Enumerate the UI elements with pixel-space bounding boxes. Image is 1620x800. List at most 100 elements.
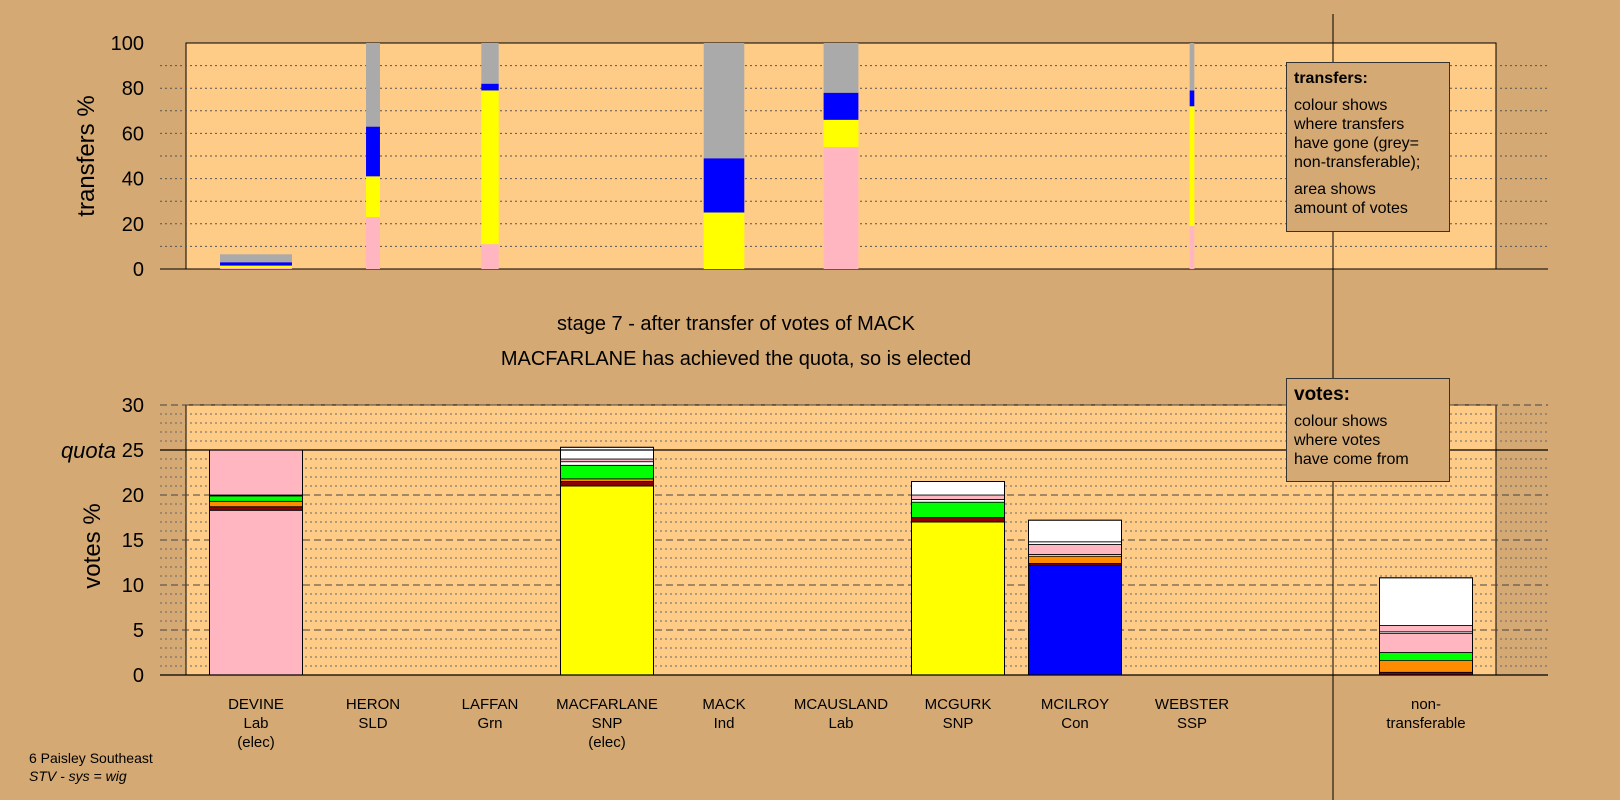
candidate-party-label: Lab [243, 715, 268, 732]
vote-segment-macfarlane [560, 478, 654, 482]
transfers-y-tick-label: 60 [122, 123, 144, 145]
candidate-party-label: Lab [828, 715, 853, 732]
candidate-name-label: MACK [702, 696, 745, 713]
vote-segment-non [1379, 652, 1473, 662]
transfer-segment-laffan [481, 244, 499, 269]
transfer-segment-heron [366, 217, 380, 269]
vote-segment-devine [209, 500, 303, 508]
transfer-segment-devine [220, 267, 292, 269]
vote-segment-mcilroy [1028, 541, 1122, 545]
votes-chart: 0 5 10 15 20 25 30 quota votes % DEVINE Lab (elec) H… [61, 395, 1548, 751]
vote-segment-mcgurk [911, 501, 1005, 518]
transfers-legend-text-1: colour shows where transfers have gone (… [1294, 97, 1421, 171]
votes-y-tick-label: 25 [122, 440, 144, 462]
transfers-legend-text-2: area shows amount of votes [1294, 181, 1408, 217]
candidate-name-label: MCGURK [925, 696, 992, 713]
transfer-segment-devine [220, 265, 292, 268]
candidate-name-label: non- [1411, 696, 1441, 713]
transfer-segment-mack [703, 212, 745, 269]
vote-segment-mcgurk [911, 481, 1005, 496]
vote-segment-mcgurk [911, 494, 1005, 500]
votes-legend-text: colour shows where votes have come from [1294, 413, 1409, 468]
votes-y-tick-label: 20 [122, 485, 144, 507]
candidate-party-label: Ind [714, 715, 735, 732]
vote-segment-devine [209, 506, 303, 511]
transfer-segment-webster [1189, 90, 1195, 107]
votes-y-tick-label: 10 [122, 575, 144, 597]
transfer-segment-laffan [481, 90, 499, 245]
vote-segment-macfarlane [560, 485, 654, 676]
candidate-party-label: SNP [943, 715, 974, 732]
vote-segment-mcilroy [1028, 544, 1122, 555]
vote-segment-devine [209, 509, 303, 676]
candidate-name-label: WEBSTER [1155, 696, 1229, 713]
transfers-chart: 0 20 40 60 80 100 transfers % [73, 33, 1548, 281]
transfer-segment-webster [1189, 43, 1195, 91]
transfer-segment-laffan [481, 43, 499, 84]
transfer-segment-webster [1189, 106, 1195, 227]
transfers-legend-title: transfers: [1294, 70, 1368, 87]
transfers-y-tick-label: 100 [111, 33, 144, 55]
candidate-party-label: SSP [1177, 715, 1207, 732]
vote-segment-non [1379, 660, 1473, 673]
vote-segment-non [1379, 625, 1473, 633]
candidate-party-label: Con [1061, 715, 1089, 732]
vote-segment-non [1379, 633, 1473, 653]
transfers-y-axis-label: transfers % [73, 95, 100, 216]
transfer-segment-mcausland [823, 119, 859, 147]
vote-segment-devine [209, 449, 303, 496]
vote-segment-non [1379, 577, 1473, 626]
transfer-segment-mcausland [823, 146, 859, 269]
votes-legend-title: votes: [1294, 384, 1350, 405]
candidate-party-label: transferable [1386, 715, 1465, 732]
vote-segment-macfarlane [560, 446, 654, 460]
votes-y-tick-label: 5 [133, 620, 144, 642]
candidate-party-label: SNP [592, 715, 623, 732]
vote-segment-devine [209, 495, 303, 502]
candidate-name-label: LAFFAN [462, 696, 519, 713]
transfers-y-tick-label: 0 [133, 259, 144, 281]
transfer-segment-heron [366, 43, 380, 127]
transfers-y-tick-label: 40 [122, 169, 144, 191]
transfers-y-tick-label: 20 [122, 214, 144, 236]
candidate-name-label: MCAUSLAND [794, 696, 888, 713]
candidate-status-label: (elec) [588, 734, 626, 751]
transfer-segment-heron [366, 126, 380, 177]
candidate-party-label: SLD [358, 715, 387, 732]
votes-y-tick-label: 0 [133, 665, 144, 687]
transfer-segment-mcausland [823, 43, 859, 93]
transfer-segment-mack [703, 158, 745, 213]
chart-subtitle: MACFARLANE has achieved the quota, so is… [501, 348, 971, 370]
chart-title: stage 7 - after transfer of votes of MAC… [557, 313, 916, 335]
vote-segment-mcilroy [1028, 555, 1122, 564]
candidate-name-label: HERON [346, 696, 400, 713]
vote-segment-mcilroy [1028, 564, 1122, 676]
votes-y-tick-label: 30 [122, 395, 144, 417]
vote-segment-macfarlane [560, 481, 654, 487]
transfer-segment-heron [366, 176, 380, 218]
transfer-segment-devine [220, 262, 292, 266]
votes-y-axis-label: votes % [79, 503, 106, 588]
candidate-name-label: MCILROY [1041, 696, 1109, 713]
vote-segment-macfarlane [560, 464, 654, 480]
transfer-segment-mack [703, 43, 745, 159]
constituency-label: 6 Paisley Southeast [29, 750, 153, 766]
transfer-segment-mcausland [823, 92, 859, 120]
system-label: STV - sys = wig [29, 768, 127, 784]
candidate-name-label: DEVINE [228, 696, 284, 713]
transfer-segment-devine [220, 254, 292, 263]
candidate-status-label: (elec) [237, 734, 275, 751]
vote-segment-mcgurk [911, 517, 1005, 523]
transfer-segment-laffan [481, 83, 499, 91]
vote-segment-macfarlane [560, 461, 654, 466]
transfers-legend: transfers: colour shows where transfers … [1286, 62, 1450, 232]
transfer-segment-webster [1189, 226, 1195, 269]
vote-segment-mcgurk [911, 521, 1005, 676]
candidate-name-label: MACFARLANE [556, 696, 658, 713]
vote-segment-macfarlane [560, 458, 654, 463]
footer: 6 Paisley Southeast STV - sys = wig [29, 749, 153, 785]
vote-segment-mcgurk [911, 499, 1005, 503]
vote-segment-mcilroy [1028, 519, 1122, 543]
quota-label: quota [61, 438, 116, 463]
